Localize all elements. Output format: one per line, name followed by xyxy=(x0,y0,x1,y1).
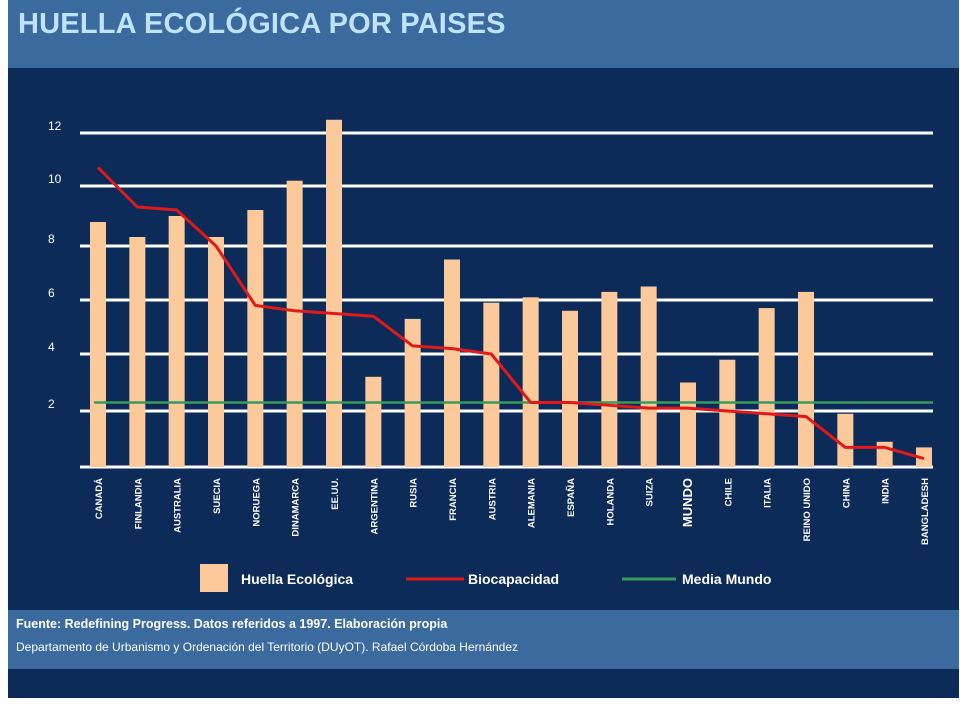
x-tick-label: FRANCIA xyxy=(448,478,459,521)
x-tick-label: AUSTRALIA xyxy=(173,478,184,533)
bar xyxy=(286,180,303,467)
x-tick-label: CANADÁ xyxy=(94,478,105,519)
x-tick-label: EE.UU. xyxy=(330,478,341,510)
x-tick-label: NORUEGA xyxy=(251,478,262,527)
bar xyxy=(247,210,264,467)
bar xyxy=(168,216,185,467)
page-title: HUELLA ECOLÓGICA POR PAISES xyxy=(18,8,506,40)
x-tick-label: AUSTRIA xyxy=(487,478,498,520)
bar xyxy=(326,119,342,467)
legend: Huella Ecológica Biocapacidad Media Mundo xyxy=(200,564,771,592)
bar xyxy=(601,291,618,467)
bar xyxy=(798,291,814,467)
bar xyxy=(758,308,775,467)
x-tick-label: ITALIA xyxy=(763,478,774,508)
x-axis-labels: CANADÁ FINLANDIA AUSTRALIA SUECIA NORUEGA DIN… xyxy=(94,478,931,545)
footer: Fuente: Redefining Progress. Datos refer… xyxy=(8,610,959,669)
x-tick-label: DINAMARCA xyxy=(291,478,302,537)
x-tick-label: FINLANDIA xyxy=(133,478,144,529)
title-banner: HUELLA ECOLÓGICA POR PAISES xyxy=(8,0,959,68)
x-tick-label: MUNDO xyxy=(680,478,695,527)
biocapacity-series-line xyxy=(96,166,925,461)
x-tick-label: SUECIA xyxy=(212,478,223,514)
bars xyxy=(90,119,932,467)
bar xyxy=(837,413,854,467)
bar xyxy=(129,237,146,467)
bar xyxy=(562,310,578,467)
x-tick-label: REINO UNIDO xyxy=(802,478,813,541)
bar xyxy=(90,222,106,467)
bar xyxy=(208,237,224,467)
bar xyxy=(719,359,736,467)
x-tick-label: ARGENTINA xyxy=(369,478,380,535)
y-tick-label: 12 xyxy=(48,119,62,133)
x-tick-label: ALEMANIA xyxy=(527,478,538,528)
legend-label: Media Mundo xyxy=(682,571,771,587)
x-tick-label: ESPAÑA xyxy=(566,478,577,517)
y-tick-label: 2 xyxy=(48,397,55,411)
legend-label: Biocapacidad xyxy=(468,571,559,587)
x-tick-label: CHILE xyxy=(723,478,734,507)
bar xyxy=(522,297,539,467)
y-tick-label: 10 xyxy=(48,172,62,186)
x-tick-label: HOLANDA xyxy=(605,478,616,526)
x-tick-label: RUSIA xyxy=(409,478,420,508)
legend-swatch-bar xyxy=(200,564,228,592)
bar xyxy=(444,259,460,467)
slide: HUELLA ECOLÓGICA POR PAISES 2 4 6 8 10 12 CAN… xyxy=(8,0,959,698)
y-axis-ticks: 2 4 6 8 10 12 xyxy=(48,119,62,411)
biocapacity-line xyxy=(96,166,925,461)
bar xyxy=(876,441,893,467)
bar xyxy=(365,376,382,467)
bar xyxy=(483,302,500,467)
bar xyxy=(404,318,421,467)
source-note: Fuente: Redefining Progress. Datos refer… xyxy=(16,617,448,631)
y-tick-label: 4 xyxy=(48,340,55,354)
bar xyxy=(640,286,657,467)
y-tick-label: 6 xyxy=(48,286,55,300)
x-tick-label: CHINA xyxy=(841,478,852,508)
x-tick-label: INDIA xyxy=(881,478,892,504)
y-tick-label: 8 xyxy=(48,232,55,246)
x-tick-label: SUIZA xyxy=(645,478,656,507)
credit-note: Departamento de Urbanismo y Ordenación d… xyxy=(16,640,519,654)
chart: 2 4 6 8 10 12 CANADÁ FINLANDIA AUSTRALIA SUECIA N… xyxy=(48,119,933,592)
legend-label: Huella Ecológica xyxy=(241,571,353,587)
bar xyxy=(680,382,696,467)
x-tick-label: BANGLADESH xyxy=(920,478,931,545)
